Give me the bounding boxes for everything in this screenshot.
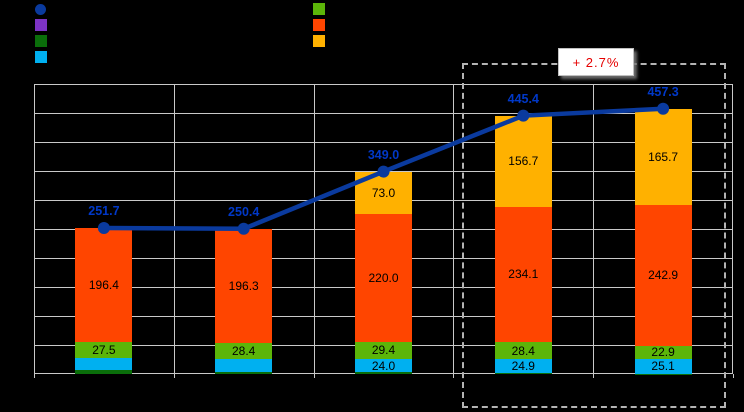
x-axis-tick [453,374,455,378]
total-line-value-label: 250.4 [228,204,260,219]
bar-segment-value-label: 242.9 [648,268,679,283]
bar-segment-cyan [355,358,412,373]
legend-column-left [35,3,47,63]
bar-segment-dark-green-sliver [494,373,552,374]
bar-segment-green [355,341,412,359]
total-line-marker-icon [517,109,530,122]
x-axis-tick [733,374,734,378]
bar-segment-green [494,342,552,359]
total-line-value-label: 349.0 [367,147,400,162]
bar-segment-value-label: 73.0 [371,185,396,200]
delta-annotation: + 2.7% [558,48,634,76]
bar-segment-value-label: 25.1 [651,359,675,374]
bar-segment-value-label: 27.5 [92,342,116,357]
delta-annotation-label: + 2.7% [572,54,620,70]
gridline-vertical [313,84,315,374]
gridline-vertical [593,84,595,374]
bar-segment-orange [355,213,412,342]
x-axis-tick [313,374,315,378]
bar-segment-amber [494,115,552,207]
bar-segment-value-label: 196.4 [88,277,119,292]
bar-segment-amber [634,108,692,205]
total-line-value-label: 445.4 [507,91,539,106]
bar-segment-value-label: 29.4 [371,343,396,358]
legend-item-series-orange [313,19,325,31]
x-axis-tick [34,374,35,378]
legend-swatch-total-line-marker-icon [35,3,46,15]
bar-segment-value-label: 24.9 [511,359,535,374]
bar-segment-value-label: 234.1 [508,267,539,282]
bar-segment-orange [215,228,273,343]
legend-item-series-green [313,3,325,15]
bar-segment-value-label: 28.4 [511,343,535,358]
bar-segment-orange [494,206,552,343]
legend-swatch-series-amber [313,35,325,47]
total-line-value-label: 251.7 [88,204,120,218]
bar-segment-dark-green-sliver [215,371,273,374]
gridline-vertical [453,84,455,374]
bar-segment-cyan [215,359,273,372]
bar-segment-cyan [494,358,552,374]
legend-item-series-dark-green [35,35,47,47]
legend-swatch-series-orange [313,19,325,31]
total-line-marker-icon [657,102,670,115]
bar-segment-dark-green-sliver [75,370,133,374]
bar-segment-cyan [75,357,133,371]
bar-segment-value-label: 165.7 [648,149,679,164]
gridline-horizontal [34,113,733,114]
bar-segment-value-label: 220.0 [368,270,399,285]
x-axis-tick [173,374,175,378]
bar-segment-green [75,341,133,358]
legend-item-series-purple [35,19,47,31]
total-line-marker-icon [377,165,390,178]
legend-column-right [313,3,325,47]
bar-segment-value-label: 196.3 [228,278,259,293]
legend-swatch-series-dark-green [35,35,47,47]
bar-segment-orange [75,228,133,342]
legend-item-series-amber [313,35,325,47]
bar-segment-orange [634,204,692,346]
bar-segment-dark-green-sliver [355,372,412,374]
total-line-value-label: 457.3 [647,84,679,99]
bar-segment-green [215,342,273,360]
legend-item-series-cyan [35,51,47,63]
bar-segment-value-label: 156.7 [508,154,539,169]
bar-segment-value-label: 28.4 [232,343,256,358]
legend-item-total-line [35,3,47,15]
bar-segment-green [634,345,692,360]
legend-swatch-series-cyan [35,51,47,63]
total-line-marker-icon [97,222,110,235]
legend-swatch-series-purple [35,19,47,31]
total-line-marker-icon [237,222,250,235]
gridline-horizontal [34,142,733,143]
legend-swatch-series-green [313,3,325,15]
bar-segment-value-label: 24.0 [371,358,396,373]
bar-segment-value-label: 22.9 [651,345,675,360]
x-axis-tick [593,374,595,378]
bar-segment-cyan [634,359,692,374]
